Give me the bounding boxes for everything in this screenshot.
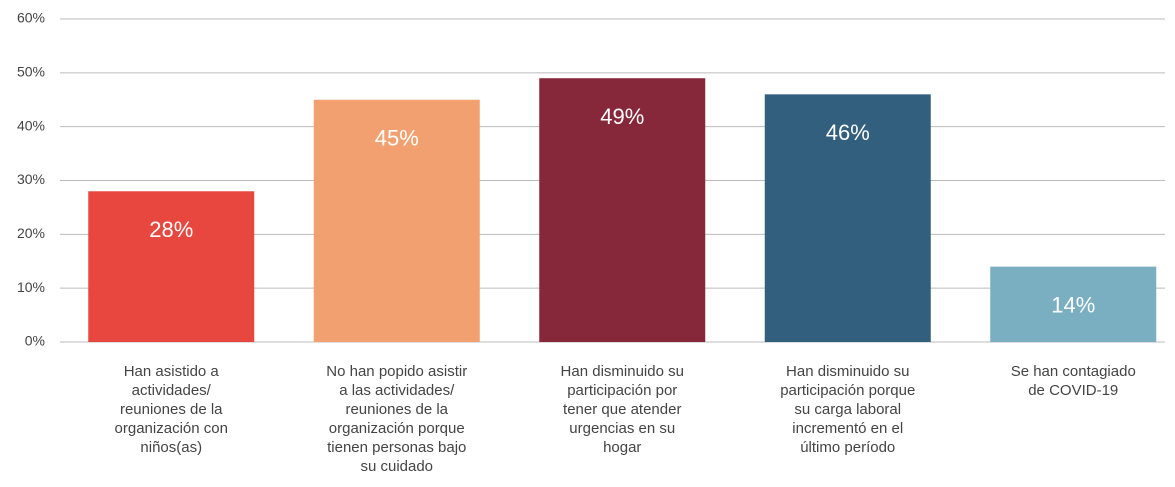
y-tick-label: 0% (25, 333, 45, 349)
y-tick-label: 20% (17, 225, 45, 241)
y-tick-label: 10% (17, 279, 45, 295)
value-label: 49% (600, 104, 644, 129)
bar (313, 99, 480, 342)
y-tick-label: 40% (17, 117, 45, 133)
value-label: 45% (375, 126, 419, 151)
value-label: 28% (149, 217, 193, 242)
bar (764, 94, 931, 342)
y-tick-label: 60% (17, 10, 45, 26)
bar (990, 266, 1157, 342)
x-tick-label: Se han contagiado de COVID-19 (1010, 363, 1136, 399)
bar (539, 78, 706, 342)
x-tick-label: Han asistido a actividades/ reuniones de… (114, 363, 228, 456)
value-label: 46% (826, 120, 870, 145)
x-tick-label: Han disminuido su participación por tene… (560, 363, 684, 456)
y-tick-label: 30% (17, 171, 45, 187)
bar (88, 191, 255, 342)
y-tick-label: 50% (17, 64, 45, 80)
value-label: 14% (1051, 292, 1095, 317)
x-tick-label: No han popido asistir a las actividades/… (326, 363, 468, 475)
x-tick-label: Han disminuido su participación porque s… (780, 363, 916, 456)
